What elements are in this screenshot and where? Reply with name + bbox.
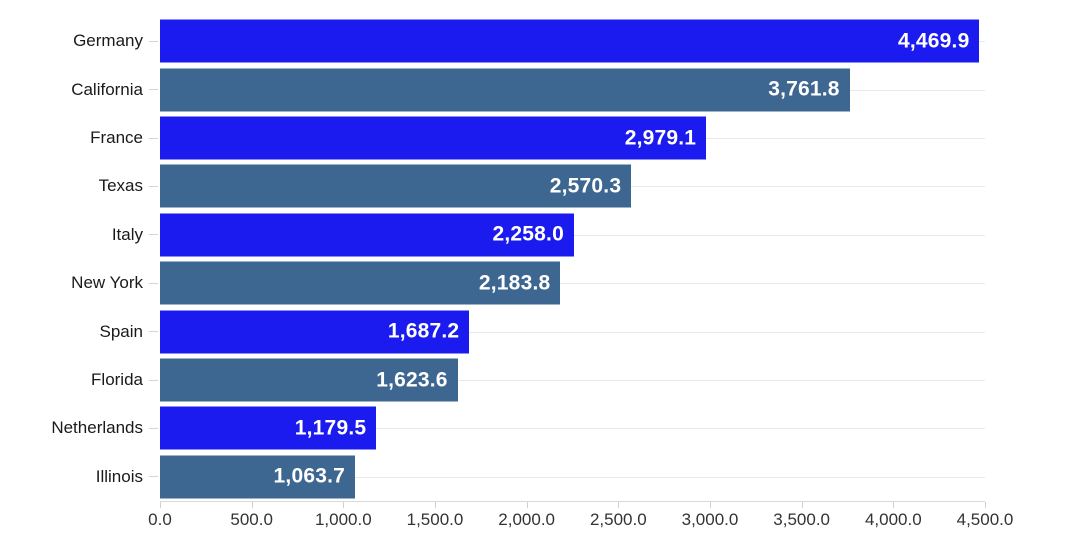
bar-value-label: 4,469.9 [898,29,970,53]
category-label: Spain [99,321,143,341]
category-tick-mark [149,137,158,139]
category-cell: Illinois [0,453,160,501]
bar-california: 3,761.8 [160,68,850,112]
bar-illinois: 1,063.7 [160,455,355,499]
category-cell: Spain [0,307,160,355]
bar-value-label: 2,979.1 [624,126,697,150]
x-axis-tick-label: 1,500.0 [406,510,464,529]
x-axis-tick-mark [343,502,345,508]
x-axis-tick-label: 2,500.0 [589,510,647,529]
chart-row: Netherlands 1,179.5 [0,404,985,452]
bar-track: 1,063.7 [160,453,985,501]
category-tick-mark [149,331,158,333]
category-cell: New York [0,259,160,307]
category-cell: Netherlands [0,404,160,452]
bar-italy: 2,258.0 [160,213,574,257]
bar-value-label: 2,570.3 [549,174,622,198]
x-axis-tick-label: 0.0 [148,510,172,529]
bar-france: 2,979.1 [160,116,707,160]
category-label: Italy [111,224,143,244]
x-axis-tick-label: 3,500.0 [773,510,831,529]
category-label: France [90,128,143,148]
bar-value-label: 1,623.6 [376,368,448,392]
x-axis-tick-label: 4,000.0 [864,510,922,529]
bar-netherlands: 1,179.5 [160,406,377,450]
category-cell: France [0,114,160,162]
chart-plot-area: Germany 4,469.9 California 3,761.8 France 2,9… [0,17,985,501]
bar-value-label: 3,761.8 [768,77,840,101]
category-tick-mark [149,185,158,187]
bar-track: 1,179.5 [160,404,985,452]
x-axis-tick-mark [251,502,253,508]
category-tick-mark [149,476,158,478]
category-cell: Texas [0,162,160,210]
chart-row: France 2,979.1 [0,114,985,162]
category-gridline [160,476,985,478]
category-cell: Germany [0,17,160,65]
chart-row: Germany 4,469.9 [0,17,985,65]
bar-track: 2,183.8 [160,259,985,307]
x-axis-tick-mark [709,502,711,508]
category-label: Illinois [95,466,143,486]
bar-value-label: 2,258.0 [492,222,564,246]
category-label: Netherlands [51,418,143,438]
bar-track: 2,258.0 [160,211,985,259]
chart-row: Illinois 1,063.7 [0,453,985,501]
category-gridline [160,283,985,285]
category-gridline [160,380,985,382]
bar-track: 3,761.8 [160,65,985,113]
x-axis-tick-mark [985,502,986,508]
x-axis-tick-mark [160,502,161,508]
x-axis-tick-mark [434,502,436,508]
chart-row: Florida 1,623.6 [0,356,985,404]
bar-florida: 1,623.6 [160,358,458,402]
x-axis-tick-label: 1,000.0 [314,510,372,529]
bar-spain: 1,687.2 [160,310,470,354]
bar-germany: 4,469.9 [160,19,980,63]
bar-value-label: 1,179.5 [294,416,367,440]
bar-value-label: 2,183.8 [478,271,551,295]
category-label: Florida [91,370,143,390]
x-axis-tick-mark [801,502,803,508]
chart-row: New York 2,183.8 [0,259,985,307]
category-tick-mark [149,379,158,381]
x-axis-tick-mark [526,502,528,508]
x-axis-tick-label: 2,000.0 [498,510,556,529]
chart-row: Italy 2,258.0 [0,211,985,259]
category-cell: Italy [0,211,160,259]
x-axis-tick-label: 500.0 [230,510,273,529]
bar-texas: 2,570.3 [160,164,632,208]
chart-row: Spain 1,687.2 [0,307,985,355]
bar-new-york: 2,183.8 [160,261,561,305]
category-tick-mark [149,89,158,91]
x-axis: 0.0 500.0 1,000.0 1,500.0 2,000.0 2,500.0 3,00… [148,501,1013,542]
bar-value-label: 1,063.7 [273,464,345,488]
bar-track: 4,469.9 [160,17,985,65]
chart-row: California 3,761.8 [0,65,985,113]
category-label: Germany [73,31,143,51]
category-cell: California [0,65,160,113]
category-label: Texas [98,176,143,196]
category-label: California [71,79,143,99]
x-axis-tick-mark [893,502,895,508]
bar-value-label: 1,687.2 [387,319,460,343]
category-label: New York [71,273,143,293]
category-gridline [160,428,985,430]
bar-track: 2,570.3 [160,162,985,210]
bar-track: 2,979.1 [160,114,985,162]
category-cell: Florida [0,356,160,404]
x-axis-tick-label: 4,500.0 [956,510,1014,529]
bar-track: 1,623.6 [160,356,985,404]
x-axis-tick-label: 3,000.0 [681,510,739,529]
category-tick-mark [149,282,158,284]
chart-row: Texas 2,570.3 [0,162,985,210]
category-tick-mark [149,40,158,42]
bar-track: 1,687.2 [160,307,985,355]
category-tick-mark [149,234,158,236]
category-tick-mark [149,427,158,429]
x-axis-tick-mark [618,502,620,508]
category-gridline [160,331,985,333]
